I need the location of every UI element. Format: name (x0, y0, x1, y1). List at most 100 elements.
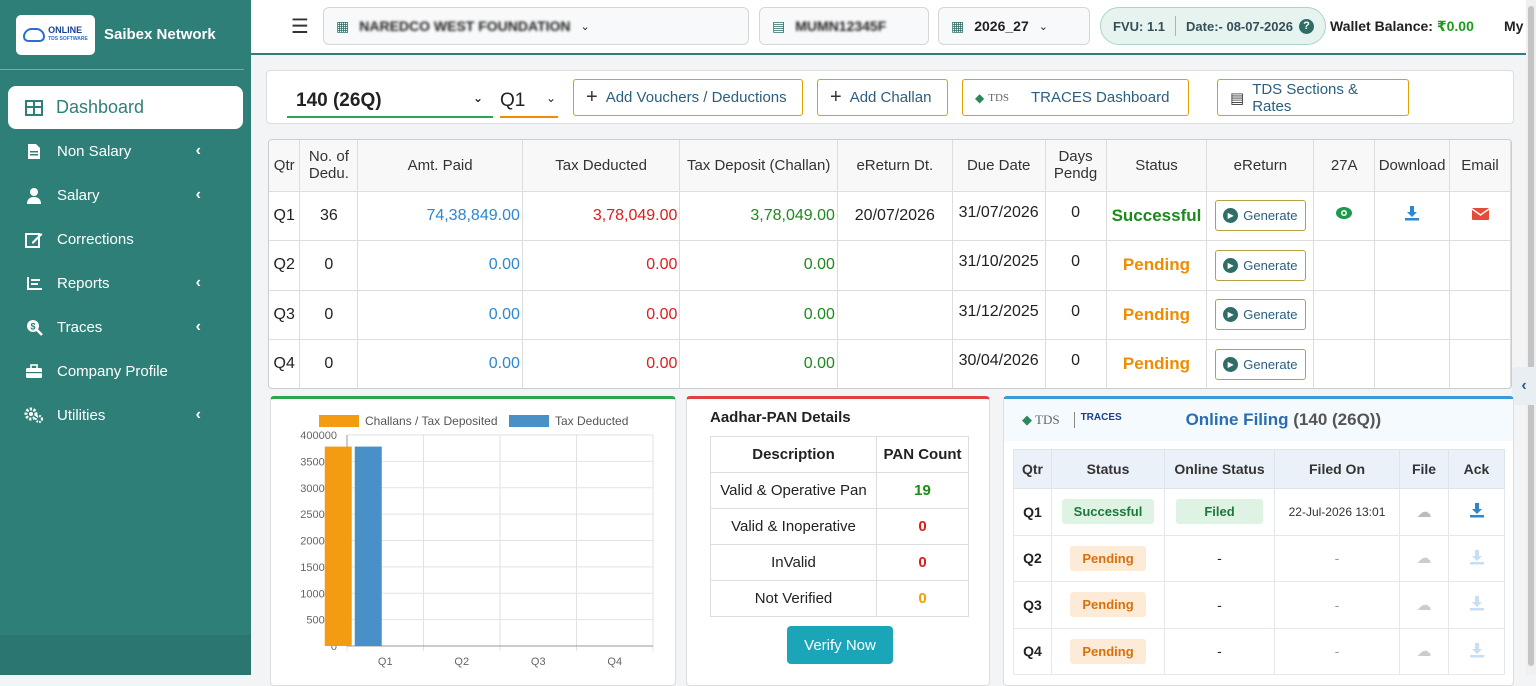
cell-ereturn-dt (837, 339, 953, 388)
tan-select[interactable]: ▤ MUMN12345F (759, 7, 929, 45)
sidebar-item-utilities[interactable]: Utilities ‹ (0, 393, 251, 437)
cell-days: 0 (1045, 339, 1107, 388)
generate-button[interactable]: ▶ Generate (1214, 348, 1306, 380)
col-27a: 27A (1313, 140, 1376, 192)
tds-logo-icon: ◆ (975, 90, 985, 105)
col-status: Status (1051, 449, 1165, 489)
gears-icon (24, 407, 44, 423)
download-icon[interactable] (1469, 503, 1485, 521)
pan-count[interactable]: 19 (876, 472, 969, 509)
app-logo[interactable]: ONLINE TDS SOFTWARE (16, 14, 95, 55)
cell-due-date: 31/07/2026 (952, 191, 1046, 241)
online-filing-title: Online Filing (140 (26Q)) (1186, 410, 1382, 430)
tax-chart: Challans / Tax Deposited Tax Deducted 4000… (300, 414, 654, 668)
col-status: Status (1106, 140, 1208, 192)
sidebar-item-salary[interactable]: Salary ‹ (0, 173, 251, 217)
generate-button[interactable]: ▶ Generate (1214, 249, 1306, 281)
search-dollar-icon: $ (24, 319, 44, 336)
pan-count[interactable]: 0 (876, 508, 969, 545)
traces-logo: TRACES (1073, 412, 1160, 428)
chevron-left-icon: ‹ (195, 142, 201, 159)
my-account-menu[interactable]: My (1504, 18, 1524, 34)
col-due-date: Due Date (952, 140, 1046, 192)
sidebar-item-reports[interactable]: Reports ‹ (0, 261, 251, 305)
generate-button[interactable]: ▶ Generate (1214, 299, 1306, 331)
sidebar-item-company-profile[interactable]: Company Profile (0, 349, 251, 393)
page-scrollbar[interactable] (1526, 0, 1536, 675)
quarter-select[interactable]: Q1 ⌄ (500, 87, 558, 118)
envelope-icon[interactable] (1471, 207, 1489, 224)
table-row: Q3 Pending - - ☁ (1013, 581, 1505, 629)
pan-desc: Valid & Inoperative (710, 508, 877, 545)
cell-days: 0 (1045, 290, 1107, 340)
tds-logo-icon: ◆ (1022, 412, 1032, 427)
cell-days: 0 (1045, 191, 1107, 241)
form-select[interactable]: 140 (26Q) ⌄ (287, 87, 493, 118)
chevron-left-icon: ‹ (1521, 377, 1527, 394)
sidebar-item-dashboard[interactable]: Dashboard (8, 86, 243, 129)
cell-amt-paid[interactable]: 0.00 (357, 339, 523, 388)
add-challan-button[interactable]: + Add Challan (817, 79, 948, 116)
cell-download (1374, 240, 1451, 291)
sidebar-item-non-salary[interactable]: Non Salary ‹ (0, 129, 251, 173)
add-vouchers-button[interactable]: + Add Vouchers / Deductions (573, 79, 803, 116)
legend-label: Challans / Tax Deposited (365, 414, 498, 428)
sidebar-item-label: Reports (57, 274, 110, 292)
cell-amt-paid[interactable]: 0.00 (357, 290, 523, 340)
traces-logo-text: TRACES (1080, 412, 1122, 423)
logo-line1: ONLINE (48, 24, 83, 35)
sidebar-item-traces[interactable]: $ Traces ‹ (0, 305, 251, 349)
play-icon: ▶ (1223, 257, 1239, 273)
svg-text:$: $ (30, 321, 35, 331)
quarter-value: Q1 (500, 90, 526, 111)
verify-now-button[interactable]: Verify Now (787, 626, 893, 664)
cell-amt-paid[interactable]: 74,38,849.00 (357, 191, 523, 241)
legend-swatch (509, 415, 549, 427)
tan-value: MUMN12345F (795, 18, 887, 34)
cell-dedu: 36 (299, 191, 359, 241)
cloud-upload-icon[interactable]: ☁ (1416, 503, 1432, 521)
tds-sections-button[interactable]: ▤ TDS Sections & Rates (1217, 79, 1409, 116)
menu-icon[interactable]: ☰ (291, 16, 309, 38)
tax-chart-card: Challans / Tax Deposited Tax Deducted 4000… (270, 396, 676, 686)
pan-desc: Not Verified (710, 580, 877, 617)
chevron-left-icon: ‹ (195, 274, 201, 291)
col-ereturn-dt: eReturn Dt. (837, 140, 953, 192)
pan-count[interactable]: 0 (876, 544, 969, 581)
aadhar-pan-card: Aadhar-PAN Details Description PAN Count… (686, 396, 990, 686)
company-select[interactable]: ▦ NAREDCO WEST FOUNDATION ⌄ (323, 7, 749, 45)
col-download: Download (1374, 140, 1451, 192)
generate-button[interactable]: ▶ Generate (1214, 200, 1306, 232)
pan-count[interactable]: 0 (876, 580, 969, 617)
pan-desc: InValid (710, 544, 877, 581)
traces-dashboard-button[interactable]: ◆ TDS TRACES Dashboard (962, 79, 1189, 116)
download-icon[interactable] (1404, 206, 1420, 225)
year-select[interactable]: ▦ 2026_27 ⌄ (938, 7, 1090, 45)
online-filing-form: (140 (26Q)) (1293, 410, 1382, 429)
cell-download (1374, 290, 1451, 340)
tds-logo-text: TDS (1035, 412, 1060, 427)
cell-amt-paid[interactable]: 0.00 (357, 240, 523, 291)
sidebar-item-label: Utilities (57, 406, 106, 424)
tds-sections-label: TDS Sections & Rates (1252, 80, 1359, 115)
help-icon[interactable]: ? (1298, 18, 1314, 34)
col-ereturn: eReturn (1206, 140, 1315, 192)
sidebar-nav: Dashboard Non Salary ‹ Salary ‹ Correcti… (0, 86, 251, 437)
cell-ereturn-dt (837, 290, 953, 340)
side-panel-toggle[interactable]: ‹ (1512, 367, 1536, 405)
cell-dedu: 0 (299, 339, 359, 388)
table-row: Valid & Inoperative 0 (710, 508, 969, 545)
sidebar: ONLINE TDS SOFTWARE Saibex Network Dashb… (0, 0, 251, 675)
sidebar-item-corrections[interactable]: Corrections (0, 217, 251, 261)
eye-icon[interactable] (1335, 207, 1353, 224)
cell-due-date: 30/04/2026 (952, 339, 1046, 388)
cell-tax-deducted: 0.00 (522, 240, 681, 291)
table-row: Q1 36 74,38,849.00 3,78,049.00 3,78,049.… (269, 191, 1511, 241)
sidebar-item-label: Traces (57, 318, 103, 336)
download-icon (1469, 596, 1485, 614)
cell-online-status: - (1164, 627, 1275, 675)
cell-filed-on: 22-Jul-2026 13:01 (1274, 488, 1400, 536)
building-icon: ▦ (336, 17, 350, 34)
tds-logo: ◆ TDS (1022, 412, 1060, 428)
table-row: Q2 0 0.00 0.00 0.00 31/10/2025 0 Pending… (269, 240, 1511, 291)
